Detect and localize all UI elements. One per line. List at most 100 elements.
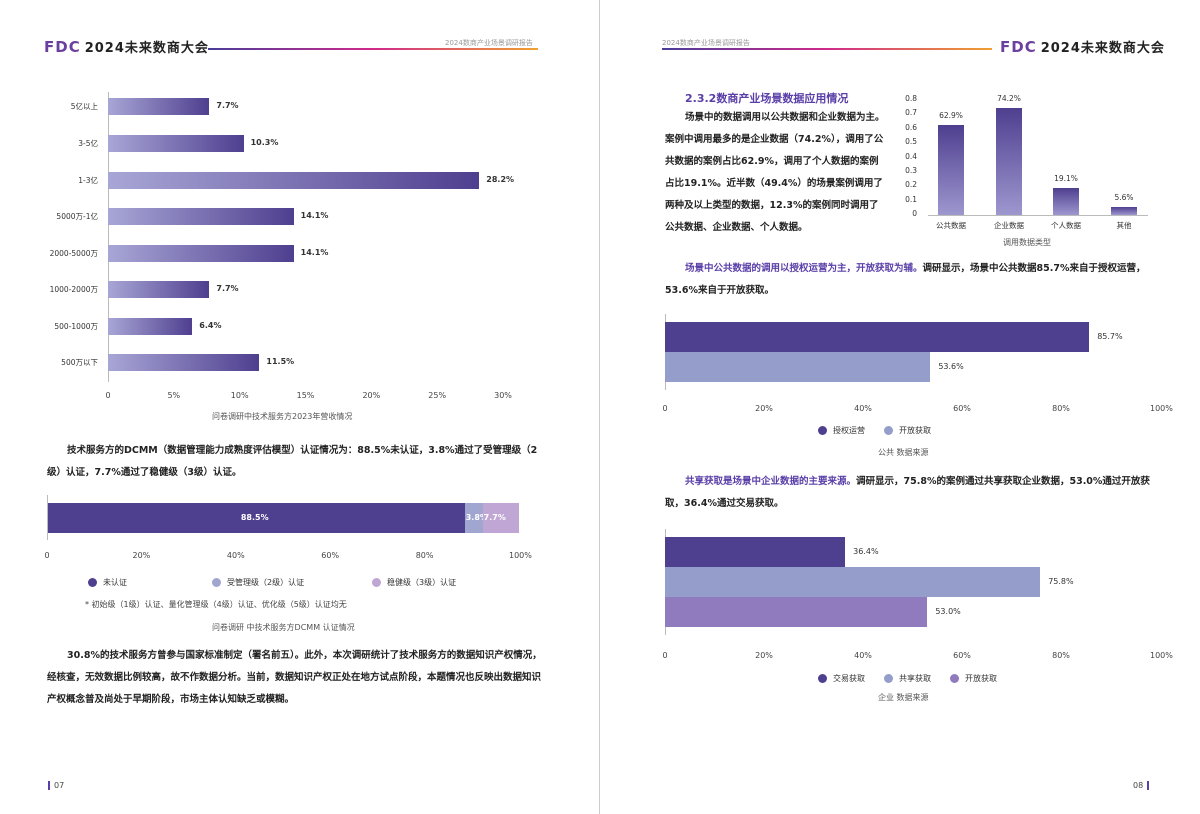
header-line (662, 48, 992, 50)
category-label: 其他 (1116, 221, 1132, 230)
data-label: 19.1% (1054, 173, 1078, 183)
x-tick-label: 30% (494, 391, 512, 400)
data-label: 5.6% (1114, 192, 1134, 202)
legend-item: 未认证 (88, 577, 127, 588)
bar (938, 124, 964, 215)
bar (1053, 187, 1079, 215)
y-tick-label: 0.5 (905, 137, 917, 147)
bar (108, 281, 210, 298)
x-tick-label: 20% (132, 551, 151, 560)
paragraph-text: 调研显示，场景中公共数据85.7%来自于授权运营，53.6%来自于开放获取。 (665, 263, 1146, 296)
bar (108, 245, 294, 262)
legend-item: 稳健级（3级）认证 (372, 577, 456, 588)
page-number: 07 (44, 781, 64, 790)
category-label: 个人数据 (1051, 221, 1081, 230)
report-title: 2024数商产业场景调研报告 (662, 39, 750, 47)
data-label: 53.0% (935, 607, 961, 616)
data-label: 7.7% (216, 101, 239, 110)
logo-text: 2024未来数商大会 (84, 41, 209, 56)
y-axis (108, 92, 109, 382)
data-label: 6.4% (199, 321, 222, 330)
y-tick-label: 0.6 (905, 122, 917, 132)
paragraph: 共享获取是场景中企业数据的主要来源。调研显示，75.8%的案例通过共享获取企业数… (665, 471, 1160, 515)
paragraph: 30.8%的技术服务方曾参与国家标准制定（署名前五）。此外，本次调研统计了技术服… (47, 650, 542, 705)
x-tick-label: 80% (415, 551, 434, 560)
chart-caption: 问卷调研 中技术服务方DCMM 认证情况 (212, 623, 355, 632)
x-tick-label: 0 (44, 551, 50, 560)
y-tick-label: 0.8 (905, 94, 917, 103)
legend-label: 开放获取 (899, 426, 931, 435)
bar (665, 567, 1041, 597)
legend-label: 授权运营 (833, 426, 865, 435)
logo-mark: FDC (44, 38, 81, 56)
x-tick-label: 40% (854, 651, 872, 660)
x-tick-label: 25% (428, 391, 447, 400)
y-tick-label: 0 (912, 209, 917, 218)
category-label: 500万以下 (61, 358, 98, 367)
logo-text: 2024未来数商大会 (1040, 41, 1165, 56)
data-label: 7.7% (483, 513, 506, 522)
x-tick-label: 40% (854, 404, 872, 413)
x-tick-label: 60% (953, 404, 971, 413)
bar (665, 352, 931, 382)
logo-mark: FDC (1000, 38, 1037, 56)
bar (108, 172, 480, 189)
bar (108, 98, 210, 115)
paragraph: 技术服务方的DCMM（数据管理能力成熟度评估模型）认证情况为：88.5%未认证，… (47, 445, 538, 478)
bar (665, 322, 1090, 352)
data-label: 88.5% (240, 513, 269, 522)
legend-swatch (212, 578, 221, 587)
legend-swatch (884, 674, 893, 683)
bar (1111, 206, 1137, 215)
page-divider (599, 0, 600, 814)
paragraph: 场景中的数据调用以公共数据和企业数据为主。案例中调用最多的是企业数据（74.2%… (665, 112, 885, 233)
bar (108, 318, 193, 335)
legend-swatch (88, 578, 97, 587)
x-tick-label: 60% (321, 551, 340, 560)
data-label: 14.1% (300, 248, 329, 257)
chart-caption: 问卷调研中技术服务方2023年营收情况 (212, 412, 353, 421)
x-tick-label: 0 (662, 651, 668, 660)
y-tick-label: 0.4 (905, 151, 917, 161)
legend-item: 受管理级（2级）认证 (212, 577, 304, 588)
category-label: 500-1000万 (54, 322, 98, 331)
x-tick-label: 60% (953, 651, 971, 660)
data-label: 7.7% (216, 284, 239, 293)
section-heading: 2.3.2数商产业场景数据应用情况 (685, 92, 849, 105)
data-label: 3.8% (465, 513, 488, 522)
x-axis (928, 215, 1148, 216)
legend-item: 共享获取 (884, 673, 931, 684)
stacked-bar-segment (47, 503, 465, 533)
data-label: 11.5% (266, 357, 295, 366)
legend-swatch (884, 426, 893, 435)
category-label: 5亿以上 (70, 102, 98, 111)
legend-item: 授权运营 (818, 425, 865, 436)
x-tick-label: 5% (167, 391, 181, 400)
legend-label: 未认证 (103, 578, 127, 587)
data-label: 28.2% (486, 175, 515, 184)
y-tick-label: 0.3 (905, 165, 917, 175)
data-label: 75.8% (1048, 577, 1074, 586)
x-tick-label: 20% (755, 404, 773, 413)
page-number-text: 07 (54, 781, 65, 790)
y-tick-label: 0.7 (905, 108, 917, 118)
paragraph-text: 调研显示，75.8%的案例通过共享获取企业数据，53.0%通过开放获取，36.4… (665, 476, 1150, 509)
legend-swatch (372, 578, 381, 587)
stacked-bar-segment (464, 503, 483, 533)
x-tick-label: 80% (1052, 404, 1070, 413)
legend-item: 开放获取 (950, 673, 997, 684)
legend-item: 交易获取 (818, 673, 865, 684)
legend-label: 受管理级（2级）认证 (227, 578, 305, 587)
header-line (208, 48, 538, 50)
x-tick-label: 0 (662, 404, 668, 413)
data-label: 14.1% (300, 211, 329, 220)
x-tick-label: 80% (1052, 651, 1070, 660)
data-label: 74.2% (997, 94, 1021, 104)
bar (665, 597, 928, 627)
y-axis (47, 495, 48, 540)
highlight-text: 场景中公共数据的调用以授权运营为主，开放获取为辅。 (685, 263, 923, 274)
category-label: 1-3亿 (78, 176, 98, 185)
chart-caption: 公共 数据来源 (878, 448, 929, 457)
x-tick-label: 40% (226, 551, 245, 560)
bar (108, 135, 244, 152)
